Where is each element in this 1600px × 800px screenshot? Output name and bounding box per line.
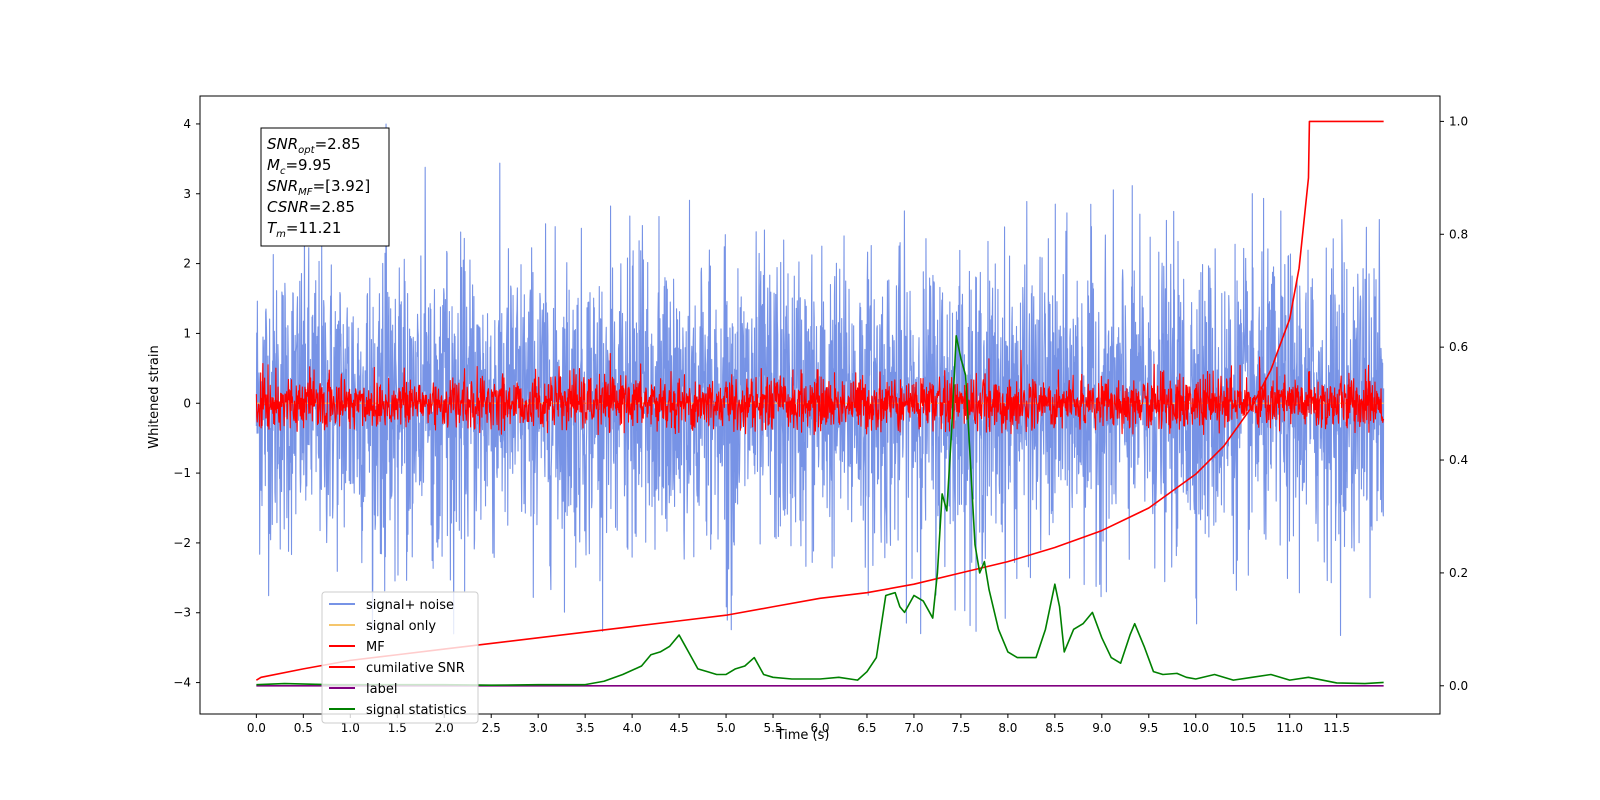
x-tick-label: 7.0 [904,721,923,735]
y-tick-label-left: −3 [173,606,191,620]
legend-entry: signal only [366,619,436,634]
y-tick-label-right: 0.4 [1449,453,1468,467]
y-tick-label-left: −4 [173,676,191,690]
x-tick-label: 6.0 [810,721,829,735]
x-tick-label: 9.0 [1092,721,1111,735]
legend: signal+ noise signal only MF cumilative SNR… [321,591,479,724]
x-tick-label: 4.5 [670,721,689,735]
x-tick-label: 0.5 [294,721,313,735]
y-tick-label-left: 1 [183,326,191,340]
legend-entry: MF [366,640,385,655]
legend-entry: cumilative SNR [366,661,465,676]
x-tick-label: 5.0 [717,721,736,735]
annotation-line: CSNR=2.85 [267,198,355,216]
x-tick-label: 5.5 [763,721,782,735]
x-tick-label: 10.0 [1182,721,1209,735]
y-tick-label-left: 3 [183,187,191,201]
x-tick-label: 2.0 [435,721,454,735]
x-tick-label: 3.5 [576,721,595,735]
series-mf [255,349,1385,436]
x-tick-label: 11.0 [1276,721,1303,735]
x-tick-label: 6.5 [857,721,876,735]
y-axis-label: Whitened strain [147,345,162,448]
x-tick-label: 4.0 [623,721,642,735]
x-tick-label: 10.5 [1229,721,1256,735]
y-tick-label-right: 0.6 [1449,340,1468,354]
x-tick-label: 1.0 [341,721,360,735]
x-axis-label: Time (s) [776,728,830,743]
x-tick-label: 8.0 [998,721,1017,735]
y-tick-label-left: 0 [183,396,191,410]
series-signal-noise [255,123,1385,637]
y-tick-label-left: −2 [173,536,191,550]
annotation-line: SNRMF=[3.92] [267,177,370,198]
x-tick-label: 9.5 [1139,721,1158,735]
legend-entry: signal statistics [366,703,467,718]
axes: 0.0 0.5 1.0 1.5 2.0 2.5 3.0 3.5 4.0 4.5 5.0 5.5 6.0 6… [173,95,1468,735]
y-tick-label-right: 1.0 [1449,114,1468,128]
x-tick-label: 0.0 [247,721,266,735]
legend-entry: signal+ noise [366,598,454,613]
x-tick-label: 7.5 [951,721,970,735]
legend-entry: label [366,682,397,697]
y-tick-label-left: 2 [183,257,191,271]
legend-frame [321,591,479,724]
x-tick-label: 2.5 [482,721,501,735]
x-tick-label: 11.5 [1323,721,1350,735]
y-tick-label-right: 0.8 [1449,227,1468,241]
y-tick-label-right: 0.2 [1449,566,1468,580]
y-tick-label-left: −1 [173,466,191,480]
y-tick-label-right: 0.0 [1449,679,1468,693]
x-tick-label: 8.5 [1045,721,1064,735]
x-tick-label: 1.5 [388,721,407,735]
annotation-line: SNRopt=2.85 [267,135,361,156]
y-tick-label-left: 4 [183,117,191,131]
series-signal-statistics [256,335,1384,687]
x-tick-label: 3.0 [529,721,548,735]
annotation-line: Tm=11.21 [267,219,341,240]
annotation-line: Mc=9.95 [267,156,331,177]
annotation-frame [260,127,390,247]
